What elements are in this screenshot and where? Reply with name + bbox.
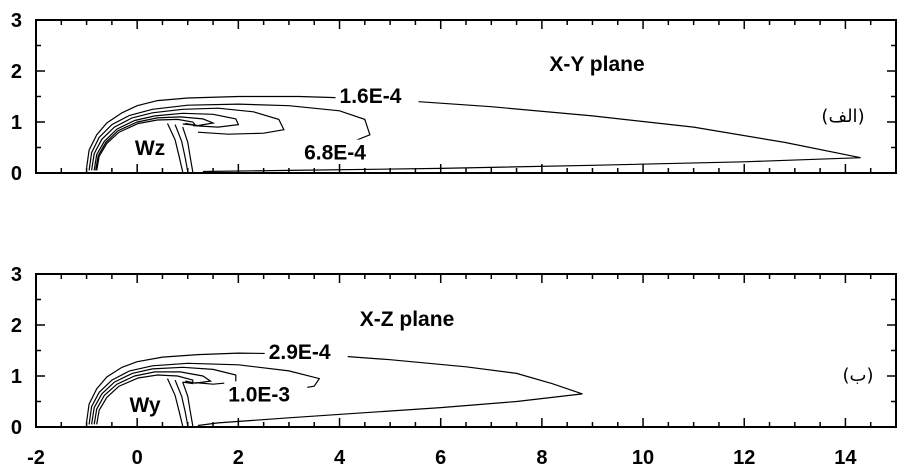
x-tick-label: 2 [233, 447, 244, 468]
contour-label-background [300, 139, 384, 162]
contour-line [86, 352, 583, 427]
contour-label-background [224, 381, 308, 404]
contour-line [93, 371, 213, 425]
contour-level-label: 6.8E-4 [304, 142, 366, 165]
x-tick-label: 6 [435, 447, 446, 468]
contour-line [93, 112, 240, 171]
x-tick-label: 0 [132, 447, 143, 468]
x-tick-label: 12 [733, 447, 755, 468]
contour-line [166, 123, 184, 173]
y-tick-label: 2 [11, 315, 22, 337]
contour-label-background [335, 83, 419, 106]
x-tick-label: 14 [834, 447, 857, 468]
contour-line [88, 103, 371, 171]
panel-tag: (الف) [821, 106, 864, 127]
y-tick-label: 2 [11, 61, 22, 83]
vorticity-component-label: Wz [135, 137, 165, 160]
contour-line [96, 374, 194, 425]
plane-title: X-Y plane [549, 53, 644, 76]
y-tick-label: 3 [11, 10, 22, 32]
plane-title: X-Z plane [360, 308, 455, 331]
contour-line [88, 362, 321, 425]
vorticity-component-label: Wy [129, 394, 160, 417]
x-tick-label: -2 [27, 447, 45, 468]
y-tick-label: 0 [11, 163, 22, 185]
contour-level-label: 1.6E-4 [340, 85, 402, 108]
contour-label-background [264, 339, 348, 362]
y-tick-label: 1 [11, 366, 22, 388]
x-tick-label: 10 [632, 447, 654, 468]
contour-level-label: 2.9E-4 [269, 341, 331, 364]
contour-line [182, 381, 194, 427]
contour-line [174, 124, 189, 173]
y-tick-label: 3 [11, 264, 22, 286]
panel-tag: (ب) [842, 365, 873, 386]
contour-line [96, 118, 197, 171]
contour-line [95, 116, 216, 171]
contour-line [91, 107, 285, 171]
x-tick-label: 8 [536, 447, 547, 468]
x-tick-label: 4 [334, 447, 346, 468]
panel-xy-plane: 0 1 2 3 1.6E-4 6.8E-4 X-Y plane Wz (الف) [11, 10, 897, 185]
contour-line [166, 378, 184, 427]
contour-level-label: 1.0E-3 [228, 383, 290, 406]
contour-line [86, 95, 861, 173]
y-tick-label: 0 [11, 417, 22, 439]
plot-frame [35, 273, 897, 428]
contour-line [182, 126, 194, 173]
y-tick-label: 1 [11, 112, 22, 134]
contour-line [174, 379, 189, 427]
